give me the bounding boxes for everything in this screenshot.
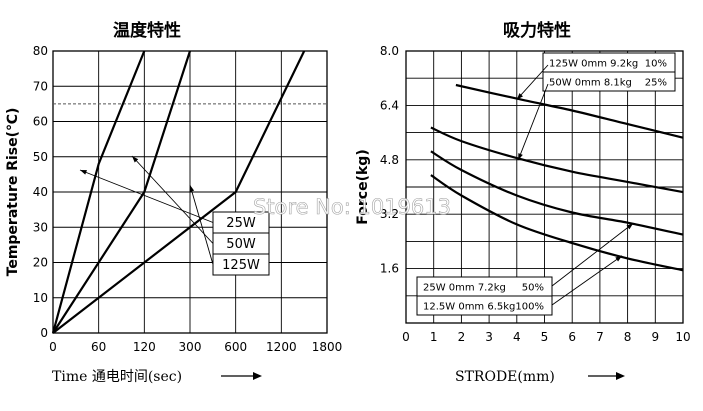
force-legend-bottom-duty-1: 100%	[515, 302, 544, 313]
temperature-y-tick-4: 50	[33, 150, 48, 164]
force-series-line-0	[455, 83, 684, 139]
force-leader-25w	[551, 223, 634, 287]
force-y-tick-1: 3.2	[380, 207, 399, 221]
temperature-x-tick-2: 120	[133, 340, 156, 354]
force-y-tick-0: 1.6	[380, 262, 399, 276]
temperature-legend-label-25W: 25W	[226, 216, 256, 231]
temperature-series-line-125W	[52, 50, 306, 334]
temperature-chart-title: 温度特性	[113, 20, 181, 41]
temperature-chart: 温度特性 10 20 30 40 50 60 70 80 0 0 60 120 300 600 1200…	[5, 20, 342, 385]
force-x-tick-3: 3	[485, 330, 493, 344]
force-leader-50w	[517, 83, 549, 161]
force-x-tick-5: 5	[541, 330, 549, 344]
temperature-legend-label-50W: 50W	[226, 237, 256, 252]
force-y-tick-2: 4.8	[380, 153, 399, 167]
temperature-legend-arrowhead-25W	[80, 170, 87, 175]
temperature-x-tick-4: 600	[224, 340, 247, 354]
force-x-tick-1: 1	[430, 330, 438, 344]
force-y-tick-3: 6.4	[380, 98, 399, 112]
force-leader-50w-head	[518, 153, 523, 161]
force-leader-25w-head	[626, 223, 634, 230]
force-chart: 吸力特性 1.6 3.2 4.8 6.4 8.0 0 1 2 3 4 5 6 7 8 9 10 Force(…	[355, 20, 691, 385]
force-leader-12-5w-head	[615, 255, 623, 262]
force-x-axis-label: STRODE(mm)	[455, 369, 555, 385]
temperature-x-axis-label: Time 通电时间(sec)	[52, 369, 182, 385]
force-legend-top-label-1: 50W 0mm 8.1kg	[549, 78, 632, 89]
temperature-grid	[52, 50, 328, 333]
temperature-legend-arrowhead-50W	[132, 156, 139, 163]
force-x-tick-2: 2	[458, 330, 466, 344]
temperature-legend-arrowhead-125W	[189, 185, 195, 192]
temperature-y-tick-3: 40	[33, 185, 48, 199]
temperature-legend: 25W 50W 125W	[79, 155, 270, 276]
temperature-y-ticks: 10 20 30 40 50 60 70 80	[33, 44, 48, 305]
force-x-axis-arrow	[588, 372, 625, 380]
force-leader-125w	[516, 64, 549, 100]
force-y-ticks: 1.6 3.2 4.8 6.4 8.0	[380, 44, 399, 276]
temperature-y-tick-1: 20	[33, 256, 48, 270]
temperature-series-line-25W	[51, 50, 146, 334]
force-legend-top-duty-0: 10%	[645, 59, 667, 70]
temperature-x-tick-6: 1800	[312, 340, 343, 354]
force-x-tick-4: 4	[513, 330, 521, 344]
force-x-tick-8: 8	[624, 330, 632, 344]
force-legend-bottom-label-1: 12.5W 0mm 6.5kg	[423, 302, 515, 313]
temperature-legend-leader-25W	[79, 169, 214, 223]
force-y-axis-label: Force(kg)	[355, 149, 371, 224]
temperature-y-tick-0: 10	[33, 291, 48, 305]
temperature-y-axis-label: Temperature Rise(℃)	[5, 108, 21, 277]
force-series	[430, 83, 684, 272]
force-x-tick-0: 0	[402, 330, 410, 344]
force-chart-title: 吸力特性	[503, 20, 571, 41]
temperature-x-tick-3: 300	[179, 340, 202, 354]
force-legend-bottom-box-1	[416, 295, 553, 316]
force-legend-top-box-1	[542, 71, 676, 92]
temperature-y-origin-label: 0	[40, 326, 48, 340]
force-series-line-3	[430, 174, 684, 272]
temperature-legend-label-125W: 125W	[222, 258, 260, 273]
force-x-tick-10: 10	[675, 330, 690, 344]
force-x-ticks: 0 1 2 3 4 5 6 7 8 9 10	[402, 330, 690, 344]
force-y-tick-4: 8.0	[380, 44, 399, 58]
force-legend: 125W 0mm 9.2kg 10% 50W 0mm 8.1kg 25% 25W 0mm…	[416, 52, 676, 316]
force-leader-12-5w	[551, 255, 623, 306]
store-watermark: Store No: 1019613	[253, 195, 451, 219]
force-x-tick-6: 6	[568, 330, 576, 344]
temperature-x-tick-0: 0	[49, 340, 57, 354]
temperature-y-tick-6: 70	[33, 79, 48, 93]
force-legend-bottom-label-0: 25W 0mm 7.2kg	[423, 283, 506, 294]
force-legend-top-label-0: 125W 0mm 9.2kg	[549, 59, 638, 70]
force-x-tick-7: 7	[596, 330, 604, 344]
temperature-x-tick-5: 1200	[266, 340, 297, 354]
temperature-y-tick-2: 30	[33, 220, 48, 234]
force-series-line-2	[430, 150, 684, 236]
force-leader-125w-head	[516, 93, 523, 100]
force-legend-bottom-duty-0: 50%	[522, 283, 544, 294]
force-plot-frame	[405, 50, 684, 324]
temperature-series	[51, 50, 306, 334]
temperature-series-line-50W	[52, 50, 192, 334]
force-x-tick-9: 9	[651, 330, 659, 344]
temperature-legend-leader-50W	[131, 155, 214, 244]
force-legend-top-duty-1: 25%	[645, 78, 667, 89]
temperature-x-tick-1: 60	[91, 340, 106, 354]
temperature-x-ticks: 0 60 120 300 600 1200 1800	[49, 340, 342, 354]
temperature-y-tick-7: 80	[33, 44, 48, 58]
temperature-legend-leader-125W	[189, 184, 214, 265]
force-series-line-1	[430, 126, 684, 194]
temperature-x-axis-arrow	[221, 372, 262, 380]
temperature-y-tick-5: 60	[33, 115, 48, 129]
